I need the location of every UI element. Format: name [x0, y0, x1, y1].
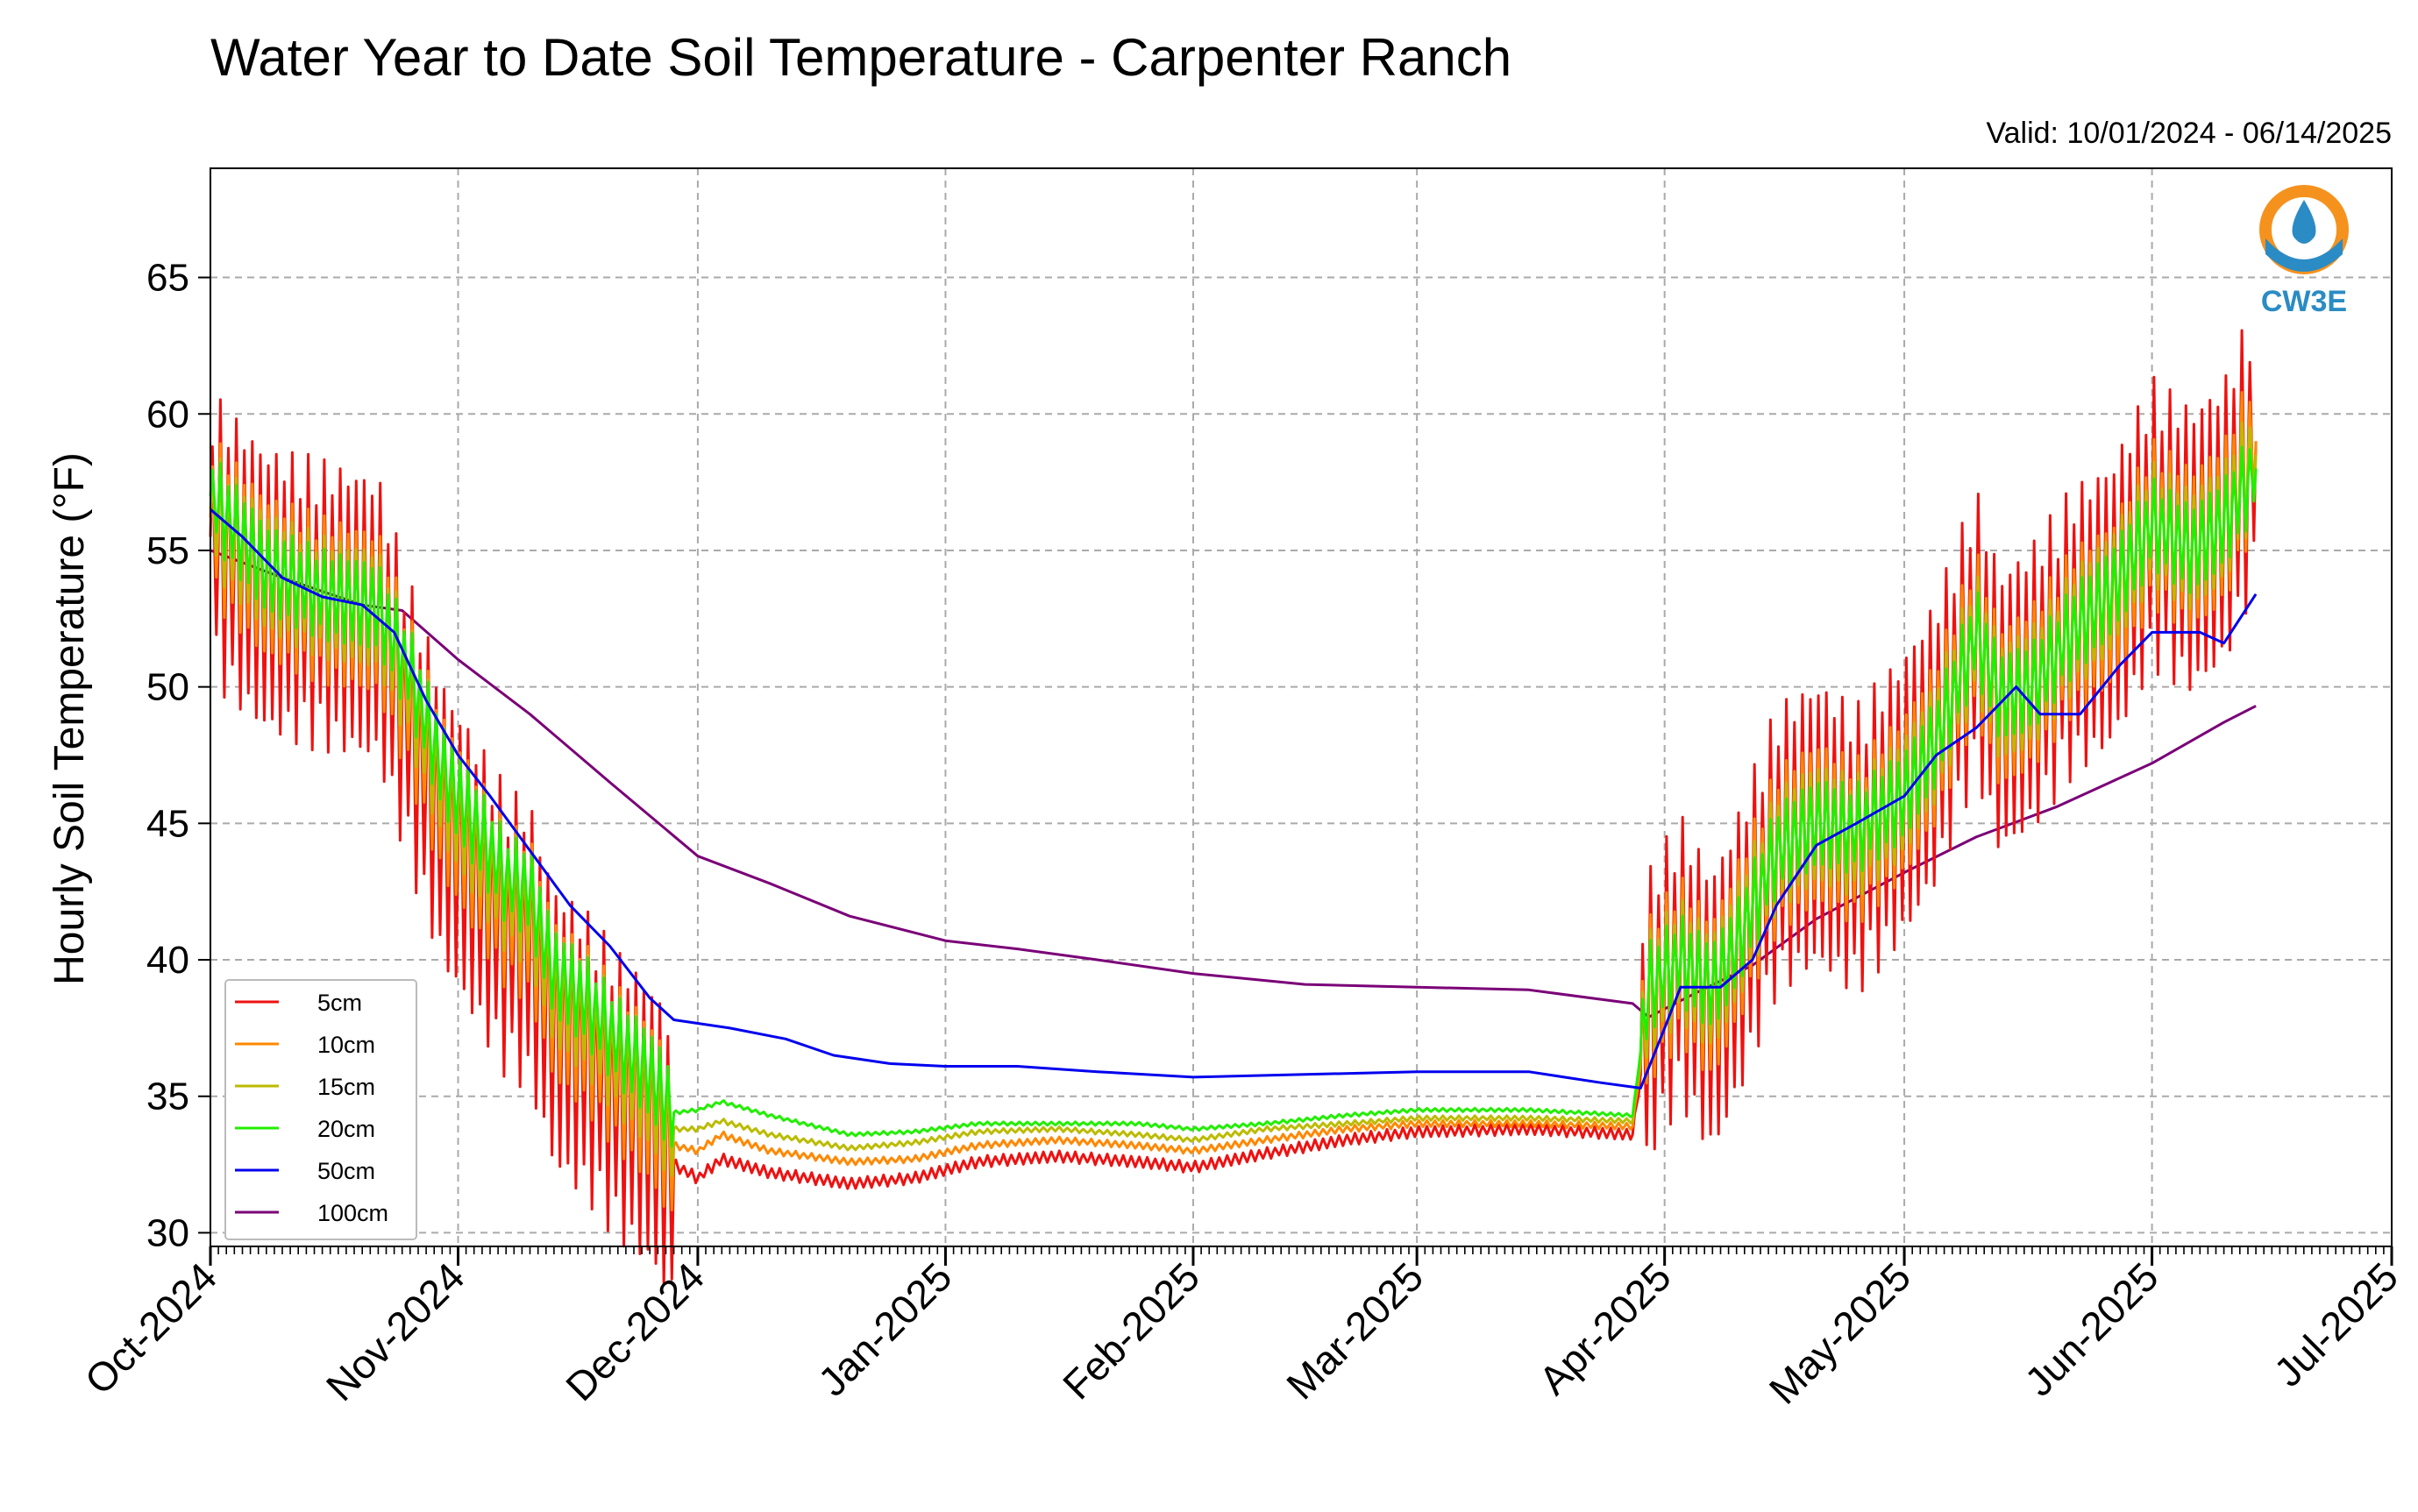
x-tick-label: May-2025	[1760, 1253, 1919, 1412]
legend: 5cm 10cm 15cm 20cm 50cm 100cm	[224, 979, 417, 1240]
x-tick-label: Jul-2025	[2265, 1253, 2407, 1395]
y-tick-label: 35	[146, 1075, 189, 1118]
series-line-100cm	[210, 549, 2257, 1019]
x-tick-label: Dec-2024	[557, 1253, 713, 1409]
x-tick-label: Mar-2025	[1277, 1253, 1432, 1408]
x-tick-label: Oct-2024	[76, 1253, 226, 1403]
legend-label-10cm: 10cm	[317, 1032, 375, 1058]
axis-frame	[210, 167, 2393, 1247]
legend-label-50cm: 50cm	[317, 1158, 375, 1184]
legend-label-5cm: 5cm	[317, 990, 362, 1016]
x-minor-tick-marks	[210, 1246, 2393, 1254]
legend-label-15cm: 15cm	[317, 1074, 375, 1100]
plot-area	[209, 329, 2258, 1287]
chart-subtitle: Valid: 10/01/2024 - 06/14/2025	[1986, 117, 2392, 150]
y-tick-label: 65	[146, 257, 189, 300]
grid-lines	[210, 168, 2392, 1246]
x-tick-label: Jun-2025	[2016, 1253, 2166, 1404]
legend-label-20cm: 20cm	[317, 1116, 375, 1142]
x-tick-label: Jan-2025	[809, 1253, 960, 1404]
y-tick-label: 50	[146, 666, 189, 709]
x-minor-ticks	[210, 1246, 2393, 1254]
y-axis-ticks: 30 35 40 45 50 55 60 65	[146, 257, 210, 1254]
y-tick-label: 45	[146, 802, 189, 845]
y-axis-label: Hourly Soil Temperature (°F)	[46, 452, 93, 985]
x-axis-ticks: Oct-2024 Nov-2024 Dec-2024 Jan-2025 Feb-2025…	[76, 1246, 2407, 1413]
chart-title: Water Year to Date Soil Temperature - Ca…	[210, 28, 1511, 87]
cw3e-logo: CW3E	[2259, 185, 2349, 318]
y-tick-label: 60	[146, 393, 189, 436]
plot-frame	[210, 167, 2393, 1247]
logo-drop-icon	[2292, 200, 2316, 244]
x-tick-label: Apr-2025	[1530, 1253, 1680, 1403]
logo-wave-icon	[2265, 238, 2343, 272]
logo-text: CW3E	[2261, 285, 2347, 318]
y-tick-label: 55	[146, 529, 189, 572]
legend-label-100cm: 100cm	[317, 1200, 388, 1226]
y-tick-label: 30	[146, 1211, 189, 1254]
x-tick-label: Feb-2025	[1054, 1253, 1208, 1408]
y-tick-label: 40	[146, 939, 189, 982]
series-line-20cm	[209, 445, 2258, 1148]
x-tick-label: Nov-2024	[317, 1253, 473, 1409]
series-line-5cm	[209, 329, 2258, 1287]
series-line-50cm	[210, 508, 2258, 1090]
